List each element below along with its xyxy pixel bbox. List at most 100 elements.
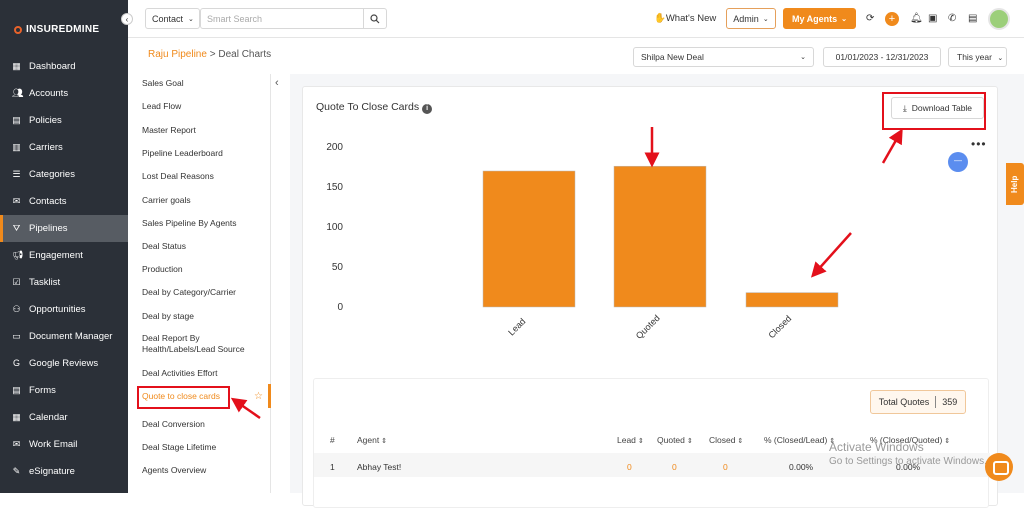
- table-cell[interactable]: 0: [723, 462, 728, 472]
- sidebar-item-categories[interactable]: ☰ Categories: [0, 161, 128, 188]
- report-item[interactable]: Deal Activities Effort: [142, 368, 218, 378]
- breadcrumb-parent-link[interactable]: Raju Pipeline: [148, 49, 207, 60]
- search-button[interactable]: [363, 8, 385, 29]
- sidebar-item-label: Carriers: [29, 142, 63, 153]
- period-select[interactable]: This year ⌄: [948, 47, 1007, 67]
- google-icon: G: [12, 358, 20, 368]
- collapse-report-list-button[interactable]: ‹: [275, 77, 279, 89]
- report-item[interactable]: Deal by stage: [142, 311, 194, 321]
- report-item[interactable]: Master Report: [142, 125, 196, 135]
- bar-lead[interactable]: [482, 170, 576, 308]
- hand-icon: ✋: [654, 13, 666, 24]
- sidebar-item-engagement[interactable]: 📢︎ Engagement: [0, 242, 128, 269]
- admin-dropdown[interactable]: Admin ⌄: [726, 8, 776, 29]
- breadcrumb-current: Deal Charts: [218, 49, 272, 60]
- report-item[interactable]: Agents Overview: [142, 465, 207, 475]
- column-header[interactable]: Quoted ⇕: [657, 435, 693, 445]
- report-item[interactable]: Carrier goals: [142, 195, 191, 205]
- user-avatar[interactable]: [988, 8, 1010, 30]
- add-button[interactable]: +: [885, 12, 899, 26]
- sort-icon: ⇕: [827, 438, 836, 445]
- report-item[interactable]: Deal Report By Health/Labels/Lead Source: [142, 333, 245, 354]
- refresh-icon[interactable]: ⟳: [866, 13, 875, 24]
- contacts-icon: ✉: [12, 196, 21, 206]
- notification-icon[interactable]: ▣: [928, 13, 938, 24]
- sidebar-item-label: Google Reviews: [29, 358, 99, 369]
- date-range-input[interactable]: 01/01/2023 - 12/31/2023: [823, 47, 941, 67]
- sidebar-item-accounts[interactable]: 👥︎ Accounts: [0, 80, 128, 107]
- column-header[interactable]: % (Closed/Lead) ⇕: [764, 435, 835, 445]
- column-header[interactable]: Lead ⇕: [617, 435, 644, 445]
- search-input[interactable]: Smart Search: [200, 8, 387, 29]
- sidebar-item-google-reviews[interactable]: G Google Reviews: [0, 350, 128, 377]
- sidebar-item-pipelines[interactable]: ⛛ Pipelines: [0, 215, 128, 242]
- collapse-sidebar-button[interactable]: ‹: [121, 13, 133, 25]
- deal-select[interactable]: Shilpa New Deal ⌄: [633, 47, 814, 67]
- sidebar-item-work-email[interactable]: ✉ Work Email: [0, 431, 128, 458]
- sidebar-item-label: Opportunities: [29, 304, 86, 315]
- more-options-icon[interactable]: •••: [971, 137, 987, 151]
- download-table-button[interactable]: ⤓ Download Table: [891, 97, 984, 119]
- whats-new-link[interactable]: ✋What's New: [654, 13, 716, 24]
- report-item[interactable]: Quote to close cards: [142, 391, 220, 401]
- contact-dropdown[interactable]: Contact ⌄: [145, 8, 200, 29]
- subheader: Raju Pipeline > Deal Charts Shilpa New D…: [128, 38, 1024, 74]
- table-row[interactable]: [314, 453, 990, 477]
- sidebar-item-label: Categories: [29, 169, 75, 180]
- table-cell[interactable]: 0: [672, 462, 677, 472]
- sidebar-item-dashboard[interactable]: ▦ Dashboard: [0, 53, 128, 80]
- column-header[interactable]: #: [330, 435, 335, 445]
- report-item[interactable]: Lead Flow: [142, 101, 182, 111]
- chevron-down-icon: ⌄: [800, 54, 806, 61]
- sort-icon: ⇕: [735, 438, 744, 445]
- bar-quoted[interactable]: [613, 165, 707, 308]
- column-header[interactable]: Agent ⇕: [357, 435, 387, 445]
- column-header[interactable]: % (Closed/Quoted) ⇕: [870, 435, 950, 445]
- column-header-label: #: [330, 435, 335, 445]
- info-icon[interactable]: i: [422, 104, 433, 114]
- brand-name: INSUREDMINE: [26, 24, 100, 35]
- sidebar-item-label: Contacts: [29, 196, 67, 207]
- total-quotes-value: 359: [942, 397, 958, 407]
- sidebar-item-carriers[interactable]: ▥ Carriers: [0, 134, 128, 161]
- my-agents-button[interactable]: My Agents ⌄: [783, 8, 856, 29]
- report-item[interactable]: Pipeline Leaderboard: [142, 148, 223, 158]
- bar-closed[interactable]: [745, 292, 839, 308]
- star-icon[interactable]: ☆: [254, 391, 263, 402]
- sidebar-item-calendar[interactable]: ▦ Calendar: [0, 404, 128, 431]
- opportunities-icon: ⚇: [12, 304, 21, 314]
- calendar-icon: ▦: [12, 412, 21, 422]
- report-item[interactable]: Sales Pipeline By Agents: [142, 218, 237, 228]
- sidebar-item-contacts[interactable]: ✉ Contacts: [0, 188, 128, 215]
- chart-menu-button[interactable]: —: [948, 152, 968, 172]
- bar-chart: 0 50 100 150 200 Lead Quoted Closed: [326, 142, 839, 341]
- chevron-down-icon: ⌄: [762, 15, 769, 23]
- sidebar-item-policies[interactable]: ▤ Policies: [0, 107, 128, 134]
- bell-icon[interactable]: 🔔︎: [910, 13, 923, 24]
- sidebar-item-opportunities[interactable]: ⚇ Opportunities: [0, 296, 128, 323]
- report-item[interactable]: Production: [142, 264, 183, 274]
- sidebar-item-tasklist[interactable]: ☑ Tasklist: [0, 269, 128, 296]
- sidebar-item-document-manager[interactable]: ▭ Document Manager: [0, 323, 128, 350]
- email-icon: ✉: [12, 439, 21, 449]
- sidebar-item-label: Calendar: [29, 412, 68, 423]
- help-tab[interactable]: Help: [1006, 163, 1024, 205]
- download-table-label: Download Table: [911, 103, 973, 113]
- sidebar-item-esignature[interactable]: ✎ eSignature: [0, 458, 128, 485]
- y-tick-label: 100: [326, 222, 343, 233]
- report-item[interactable]: Deal Stage Lifetime: [142, 442, 217, 452]
- phone-icon[interactable]: ✆: [948, 13, 957, 24]
- report-item[interactable]: Deal by Category/Carrier: [142, 287, 237, 297]
- report-item[interactable]: Deal Conversion: [142, 419, 205, 429]
- brand-logo[interactable]: INSUREDMINE: [14, 24, 99, 35]
- table-cell[interactable]: 0: [627, 462, 632, 472]
- megaphone-icon: 📢︎: [12, 250, 24, 260]
- chat-button[interactable]: [985, 453, 1013, 481]
- report-item[interactable]: Lost Deal Reasons: [142, 171, 214, 181]
- report-list: Sales Goal Lead Flow Master Report Pipeline…: [128, 74, 271, 493]
- sidebar-item-forms[interactable]: ▤ Forms: [0, 377, 128, 404]
- column-header[interactable]: Closed ⇕: [709, 435, 743, 445]
- trash-icon[interactable]: ▤: [968, 13, 978, 24]
- report-item[interactable]: Deal Status: [142, 241, 186, 251]
- report-item[interactable]: Sales Goal: [142, 78, 184, 88]
